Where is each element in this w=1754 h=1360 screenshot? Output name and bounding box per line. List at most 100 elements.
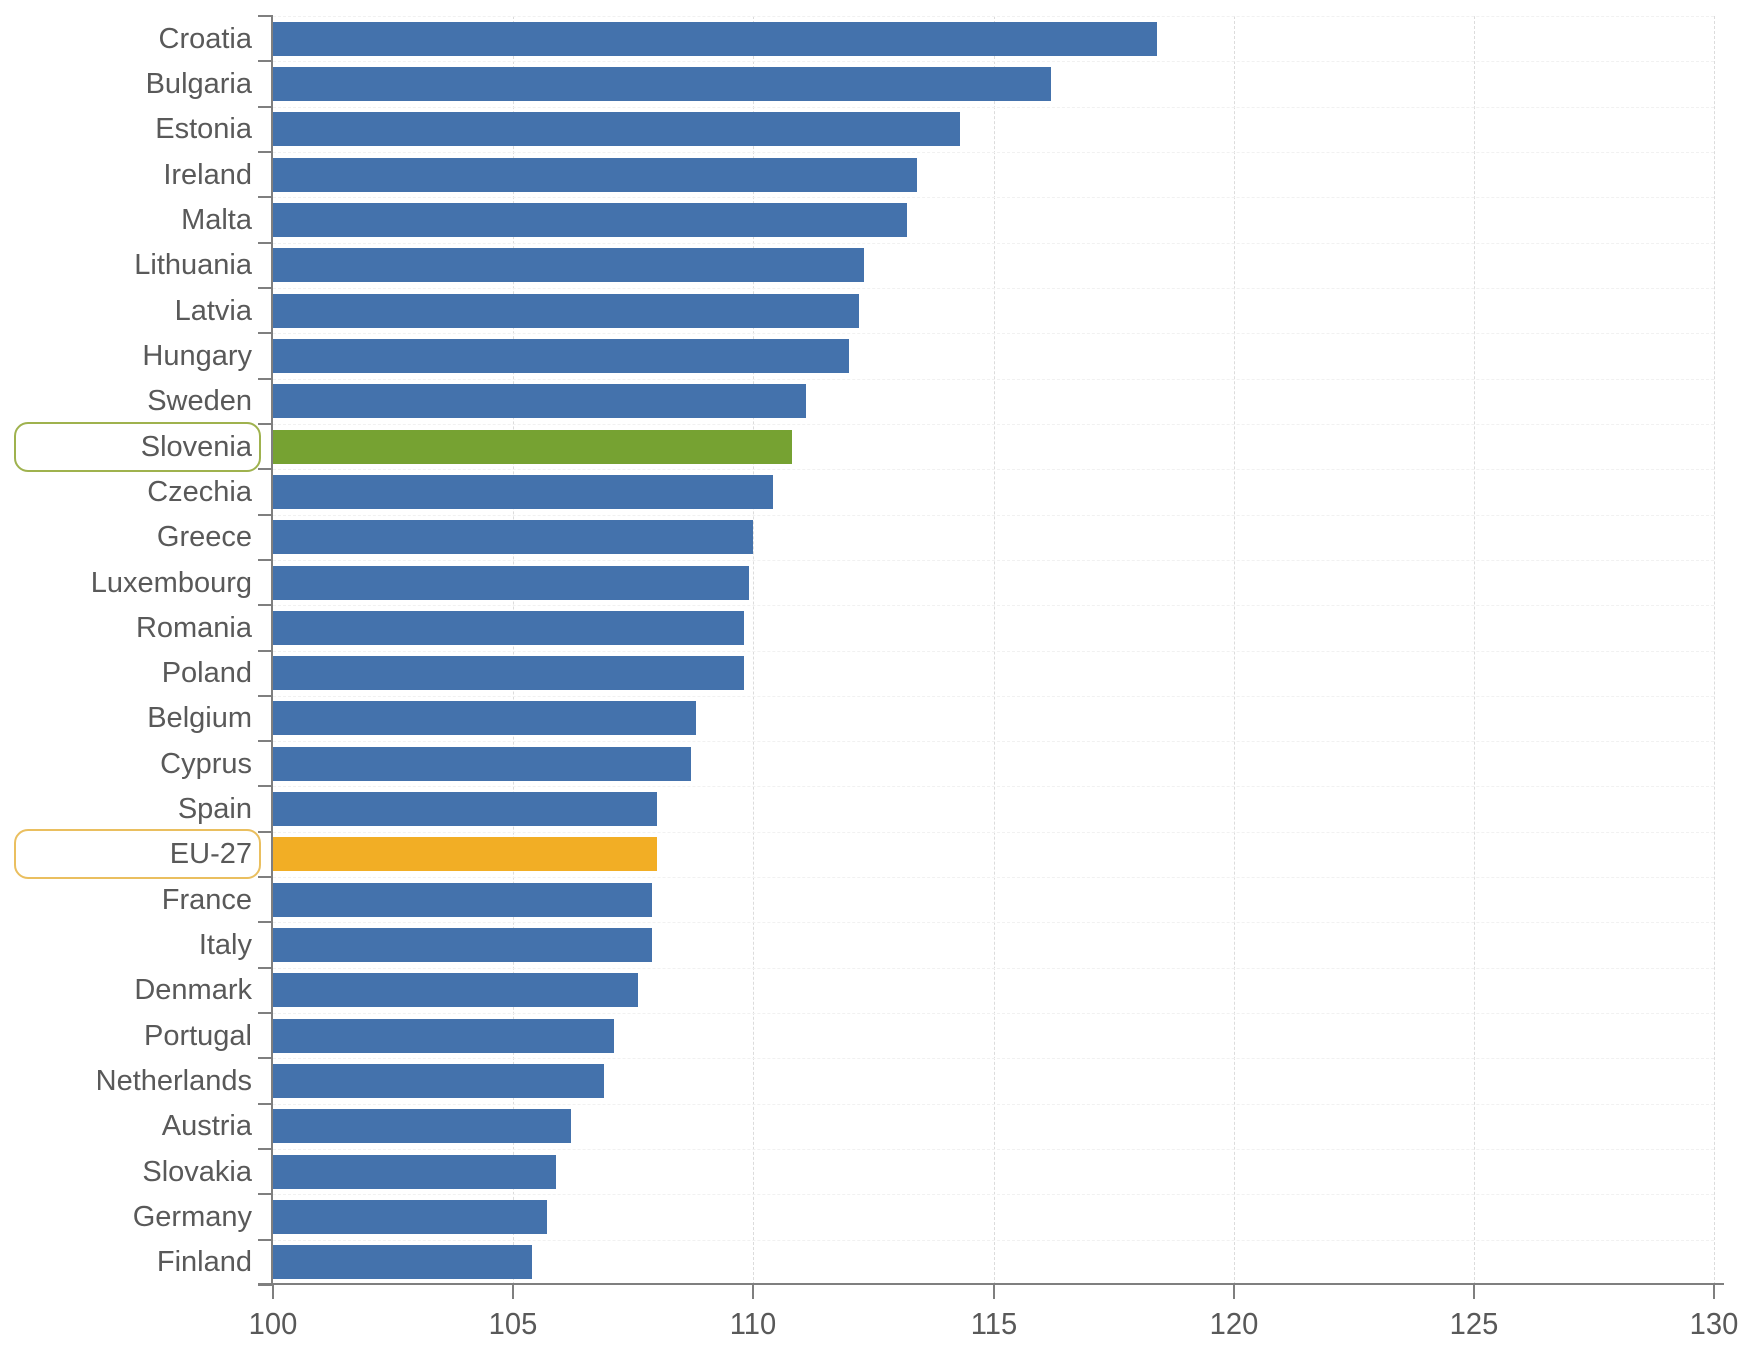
x-tick-label-115: 115 (970, 1306, 1017, 1341)
x-axis-line (258, 1283, 1724, 1285)
vertical-gridline (1714, 16, 1715, 1285)
category-label-bulgaria: Bulgaria (145, 67, 252, 100)
y-axis-tick (258, 558, 273, 561)
y-axis-tick (258, 286, 273, 289)
y-axis-tick (258, 513, 273, 516)
category-label-latvia: Latvia (174, 294, 252, 327)
bar-austria (273, 1109, 571, 1144)
y-axis-tick (258, 422, 273, 425)
row-separator-gridline (273, 695, 1714, 697)
y-axis-tick (258, 740, 273, 743)
row-separator-gridline (273, 242, 1714, 244)
category-label-ireland: Ireland (163, 158, 252, 191)
category-label-belgium: Belgium (147, 702, 252, 735)
row-separator-gridline (273, 197, 1714, 199)
y-axis-tick (258, 649, 273, 652)
y-axis-tick (258, 377, 273, 380)
row-separator-gridline (273, 287, 1714, 289)
row-separator-gridline (273, 1013, 1714, 1015)
category-label-denmark: Denmark (134, 974, 252, 1007)
bar-luxembourg (273, 565, 749, 600)
y-axis-tick (258, 1012, 273, 1015)
bar-sweden (273, 384, 807, 419)
y-axis-tick (258, 150, 273, 153)
bar-portugal (273, 1018, 615, 1053)
category-label-cyprus: Cyprus (160, 747, 252, 780)
category-label-lithuania: Lithuania (134, 249, 252, 282)
category-label-greece: Greece (156, 521, 252, 554)
bar-greece (273, 520, 754, 555)
row-separator-gridline (273, 1194, 1714, 1196)
bar-ireland (273, 157, 917, 192)
y-axis-tick (258, 694, 273, 697)
row-separator-gridline (273, 605, 1714, 607)
category-label-hungary: Hungary (142, 339, 252, 372)
y-axis-tick (258, 1238, 273, 1241)
row-separator-gridline (273, 741, 1714, 743)
category-label-spain: Spain (177, 793, 252, 826)
bar-netherlands (273, 1064, 605, 1099)
bar-slovakia (273, 1154, 557, 1189)
bar-slovenia (273, 429, 792, 464)
y-axis-tick (258, 785, 273, 788)
x-axis-tick (752, 1285, 755, 1299)
highlight-box-eu-27 (14, 829, 261, 880)
row-separator-gridline (273, 1239, 1714, 1241)
x-tick-label-100: 100 (248, 1306, 298, 1341)
x-axis-tick (1232, 1285, 1235, 1299)
bar-denmark (273, 973, 639, 1008)
x-tick-label-105: 105 (488, 1306, 538, 1341)
category-label-malta: Malta (181, 203, 252, 236)
row-separator-gridline (273, 922, 1714, 924)
highlight-box-slovenia (14, 421, 261, 472)
y-axis-tick (258, 604, 273, 607)
row-separator-gridline (273, 151, 1714, 153)
row-separator-gridline (273, 1103, 1714, 1105)
y-axis-tick (258, 876, 273, 879)
bar-poland (273, 656, 744, 691)
row-separator-gridline (273, 1058, 1714, 1060)
category-label-germany: Germany (132, 1201, 252, 1234)
y-axis-tick (258, 332, 273, 335)
bar-spain (273, 792, 658, 827)
y-axis-tick (258, 15, 273, 17)
category-label-eu-27: EU-27 (169, 838, 252, 871)
category-label-poland: Poland (161, 657, 252, 690)
bar-lithuania (273, 248, 864, 283)
y-axis-tick (258, 966, 273, 969)
bar-hungary (273, 338, 850, 373)
x-tick-label-120: 120 (1209, 1306, 1258, 1341)
row-separator-gridline (273, 333, 1714, 335)
row-separator-gridline (273, 16, 1714, 17)
x-tick-label-130: 130 (1689, 1306, 1739, 1341)
row-separator-gridline (273, 877, 1714, 879)
bar-germany (273, 1200, 547, 1235)
row-separator-gridline (273, 61, 1714, 63)
row-separator-gridline (273, 831, 1714, 833)
category-label-slovakia: Slovakia (142, 1155, 252, 1188)
bar-cyprus (273, 746, 691, 781)
category-label-czechia: Czechia (147, 475, 252, 508)
bar-belgium (273, 701, 696, 736)
x-axis-tick (1472, 1285, 1475, 1299)
y-axis-tick (258, 1102, 273, 1105)
category-label-france: France (161, 883, 252, 916)
row-separator-gridline (273, 514, 1714, 516)
category-label-austria: Austria (161, 1110, 252, 1143)
bar-bulgaria (273, 66, 1052, 101)
bar-eu-27 (273, 837, 658, 872)
bar-france (273, 882, 653, 917)
x-axis-tick (1713, 1285, 1715, 1299)
bar-romania (273, 610, 744, 645)
category-label-italy: Italy (198, 929, 252, 962)
y-axis-tick (258, 830, 273, 833)
row-separator-gridline (273, 469, 1714, 471)
y-axis-tick (258, 196, 273, 199)
bar-croatia (273, 21, 1157, 56)
category-label-estonia: Estonia (155, 113, 252, 146)
y-axis-line (271, 16, 273, 1285)
y-axis-tick (258, 60, 273, 63)
x-axis-tick (512, 1285, 515, 1299)
y-axis-tick (258, 241, 273, 244)
